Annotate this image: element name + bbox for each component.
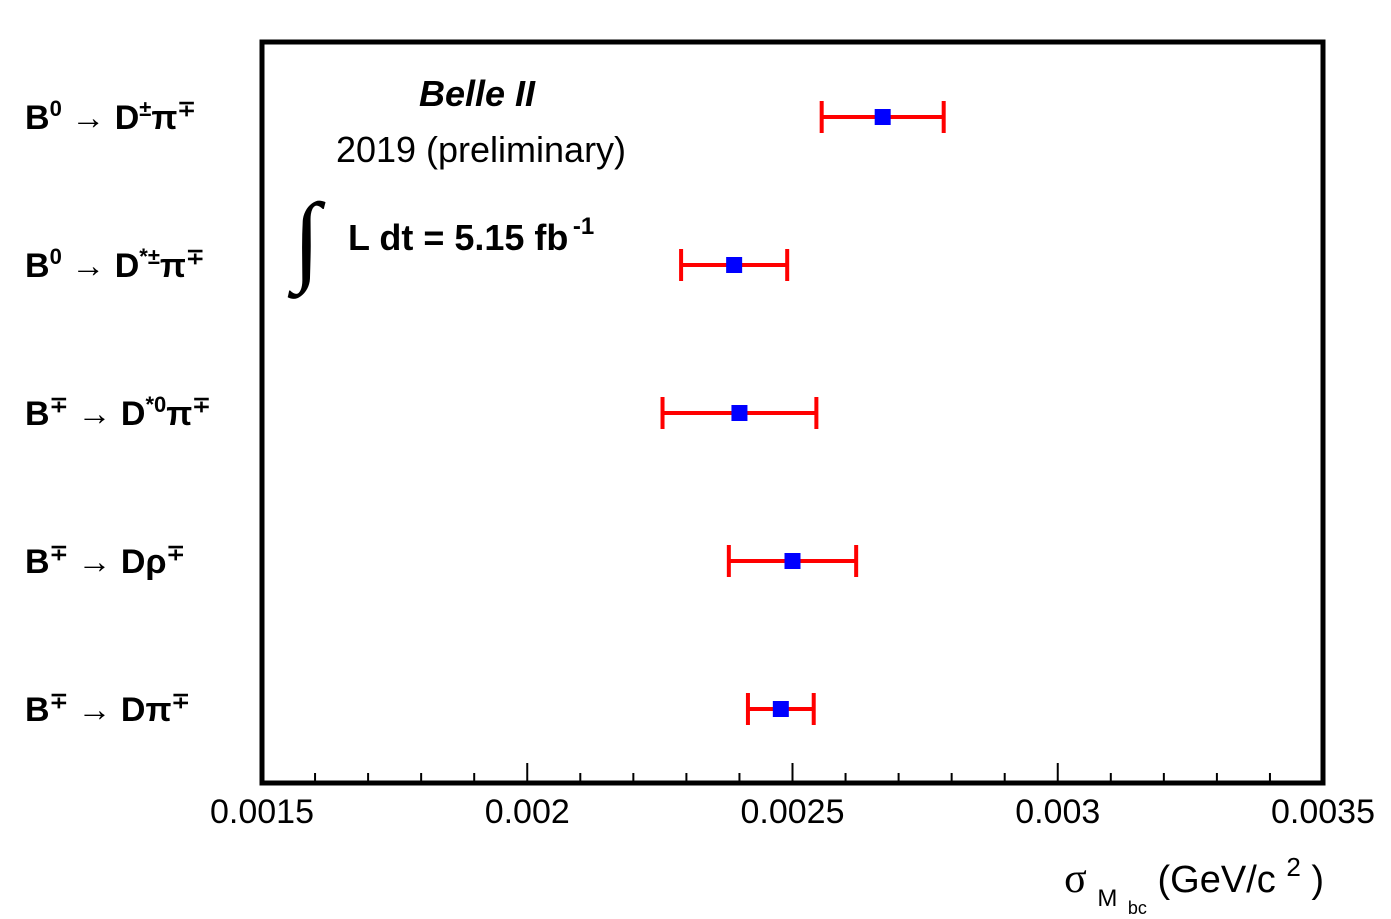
- category-label-part: π: [151, 99, 177, 137]
- category-label-part: B: [25, 691, 50, 729]
- x-label-subsubscript: bc: [1128, 898, 1147, 918]
- annotation-luminosity: ∫ L dt = 5.15 fb -1: [287, 183, 594, 299]
- category-label-part: *±: [139, 244, 160, 269]
- category-label-part: *0: [145, 392, 166, 417]
- category-label-part: → D: [62, 247, 139, 285]
- x-label-exponent: 2: [1286, 852, 1300, 882]
- category-label: B0 → D±π∓: [25, 96, 196, 137]
- category-label-part: ∓: [50, 688, 68, 713]
- category-label: B∓ → Dπ∓: [25, 688, 190, 729]
- marker: [874, 109, 891, 125]
- category-label: B∓ → D*0π∓: [25, 392, 211, 433]
- category-label-part: ∓: [166, 540, 184, 565]
- category-label-part: 0: [50, 96, 62, 121]
- category-label-part: ∓: [171, 688, 189, 713]
- marker: [772, 701, 789, 717]
- marker: [726, 257, 743, 273]
- category-label-part: ∓: [186, 244, 204, 269]
- x-tick-label: 0.0025: [741, 793, 845, 831]
- category-label-part: B: [25, 247, 50, 285]
- category-label-part: 0: [50, 244, 62, 269]
- luminosity-text: L dt = 5.15 fb: [348, 217, 568, 258]
- marker: [784, 553, 801, 569]
- x-tick-label: 0.003: [1015, 793, 1100, 831]
- integral-sign: ∫: [287, 183, 326, 299]
- x-tick-label: 0.0035: [1271, 793, 1375, 831]
- category-label-part: B: [25, 99, 50, 137]
- category-label: B∓ → Dρ∓: [25, 540, 185, 581]
- category-label-part: → D: [68, 395, 145, 433]
- category-label-part: B: [25, 543, 50, 581]
- x-tick-label: 0.0015: [210, 793, 314, 831]
- annotation-year: 2019 (preliminary): [336, 129, 626, 170]
- marker: [731, 405, 748, 421]
- category-label-part: → Dρ: [68, 543, 166, 581]
- x-tick-label: 0.002: [485, 793, 570, 831]
- category-label-part: π: [160, 247, 186, 285]
- category-label-part: ±: [139, 96, 151, 121]
- x-label-unit: (GeV/c: [1158, 859, 1276, 901]
- category-label-part: π: [166, 395, 192, 433]
- x-label-symbol: σ: [1064, 856, 1087, 902]
- category-label-part: ∓: [50, 392, 68, 417]
- category-label-part: → D: [62, 99, 139, 137]
- annotation-experiment: Belle II: [419, 73, 536, 114]
- category-label-part: B: [25, 395, 50, 433]
- category-label-part: ∓: [192, 392, 210, 417]
- category-label: B0 → D*±π∓: [25, 244, 204, 285]
- category-label-part: → Dπ: [68, 691, 171, 729]
- category-label-part: ∓: [50, 540, 68, 565]
- category-label-part: ∓: [177, 96, 195, 121]
- luminosity-exponent: -1: [573, 213, 594, 240]
- x-label-close: ): [1311, 859, 1324, 901]
- x-label-subscript: M: [1097, 885, 1117, 912]
- x-axis-label: σ M bc (GeV/c 2 ): [1064, 843, 1324, 919]
